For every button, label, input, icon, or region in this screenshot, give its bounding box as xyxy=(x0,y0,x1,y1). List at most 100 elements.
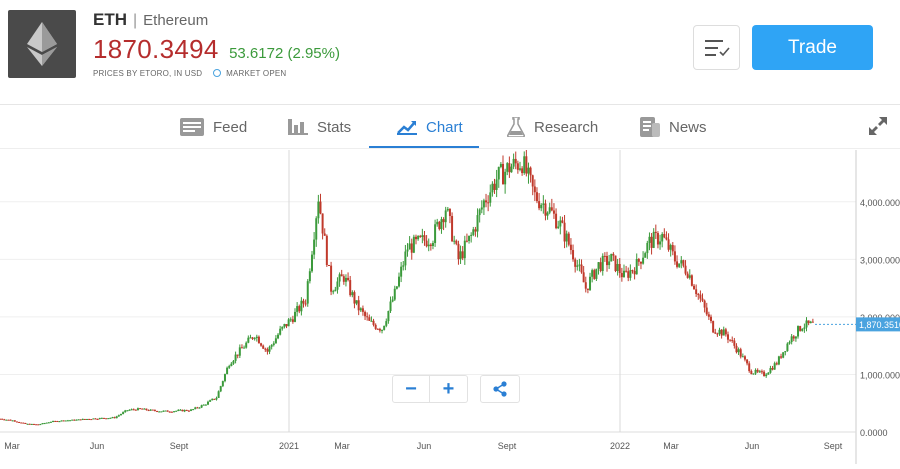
candle-body xyxy=(204,404,207,406)
candle-body xyxy=(686,273,689,278)
candle-body xyxy=(378,328,381,331)
candle-body xyxy=(629,270,632,278)
x-tick-label: Mar xyxy=(663,441,679,451)
candle-body xyxy=(387,311,390,322)
candle-body xyxy=(192,409,195,411)
candle-body xyxy=(529,167,532,176)
candle-body xyxy=(147,410,150,412)
candle-body xyxy=(504,171,507,185)
candle-body xyxy=(226,367,229,375)
candle-body xyxy=(482,200,485,208)
candle-body xyxy=(735,345,738,353)
candle-body xyxy=(130,409,133,411)
candle-body xyxy=(75,419,78,421)
candle-body xyxy=(289,319,292,321)
tab-stats[interactable]: Stats xyxy=(288,105,351,149)
candle-body xyxy=(45,422,48,424)
watchlist-button[interactable] xyxy=(693,25,740,70)
candle-body xyxy=(264,348,267,350)
candle-body xyxy=(763,371,766,377)
candle-body xyxy=(334,289,337,292)
candle-body xyxy=(608,261,611,266)
candle-body xyxy=(73,419,76,421)
candle-body xyxy=(533,186,536,193)
zoom-in-button[interactable]: + xyxy=(430,375,468,403)
candle-body xyxy=(786,343,789,352)
candle-body xyxy=(361,308,364,312)
candle-body xyxy=(461,251,464,259)
candle-body xyxy=(767,372,770,375)
y-tick-label: 1,000.0000 xyxy=(860,370,900,380)
candle-body xyxy=(476,215,479,232)
candle-body xyxy=(287,319,290,327)
candle-body xyxy=(149,409,152,411)
candle-body xyxy=(141,408,144,410)
candle-body xyxy=(77,419,80,421)
instrument-name: Ethereum xyxy=(143,12,209,29)
fullscreen-icon[interactable] xyxy=(868,116,888,141)
candle-body xyxy=(412,236,415,253)
prices-note: PRICES BY ETORO, IN USD xyxy=(93,69,203,78)
candle-body xyxy=(557,226,560,229)
candle-body xyxy=(434,224,437,244)
candle-body xyxy=(310,254,313,272)
candle-body xyxy=(612,253,615,256)
candle-body xyxy=(11,420,14,422)
chart-icon xyxy=(397,119,417,135)
candle-body xyxy=(756,369,759,372)
candle-body xyxy=(510,166,513,173)
candle-body xyxy=(357,300,360,311)
candle-body xyxy=(395,286,398,289)
trade-button[interactable]: Trade xyxy=(752,25,873,70)
candle-body xyxy=(198,407,201,409)
candle-body xyxy=(459,251,462,260)
tab-research[interactable]: Research xyxy=(507,105,598,149)
candle-body xyxy=(650,236,653,248)
candle-body xyxy=(177,409,180,411)
candle-body xyxy=(3,419,6,421)
candle-body xyxy=(228,366,231,368)
candle-body xyxy=(663,234,666,238)
price-chart[interactable]: 0.00001,000.00002,000.00003,000.00004,00… xyxy=(0,148,900,464)
candle-body xyxy=(143,408,146,410)
candle-body xyxy=(234,354,237,361)
tab-news[interactable]: News xyxy=(640,105,707,149)
candle-body xyxy=(563,222,566,242)
candle-body xyxy=(516,163,519,170)
share-button[interactable] xyxy=(480,375,520,403)
candle-body xyxy=(398,276,401,287)
candle-body xyxy=(676,261,679,267)
candle-body xyxy=(58,421,61,423)
stats-icon xyxy=(288,119,308,135)
zoom-out-button[interactable]: − xyxy=(392,375,430,403)
tab-feed[interactable]: Feed xyxy=(180,105,247,149)
candle-body xyxy=(28,423,31,425)
candle-body xyxy=(209,400,212,402)
candle-body xyxy=(807,320,810,324)
candle-body xyxy=(1,418,4,420)
candle-body xyxy=(185,409,188,411)
candle-body xyxy=(109,417,112,419)
candle-body xyxy=(71,419,74,421)
x-tick-label: Jun xyxy=(745,441,760,451)
candle-body xyxy=(463,240,466,259)
candle-body xyxy=(746,359,749,364)
candle-body xyxy=(508,163,511,173)
candle-body xyxy=(678,263,681,267)
tab-chart[interactable]: Chart xyxy=(397,105,463,149)
candle-body xyxy=(122,412,125,415)
candle-body xyxy=(105,418,108,420)
candle-body xyxy=(601,255,604,271)
candle-body xyxy=(584,282,587,289)
candle-body xyxy=(614,255,617,272)
candle-body xyxy=(442,219,445,223)
candle-body xyxy=(0,418,1,420)
candle-body xyxy=(444,210,447,223)
candle-body xyxy=(693,285,696,290)
candle-body xyxy=(565,233,568,242)
candle-body xyxy=(421,235,424,237)
candle-body xyxy=(550,207,553,211)
candle-body xyxy=(567,233,570,245)
candle-body xyxy=(219,386,222,392)
candle-body xyxy=(128,409,131,411)
